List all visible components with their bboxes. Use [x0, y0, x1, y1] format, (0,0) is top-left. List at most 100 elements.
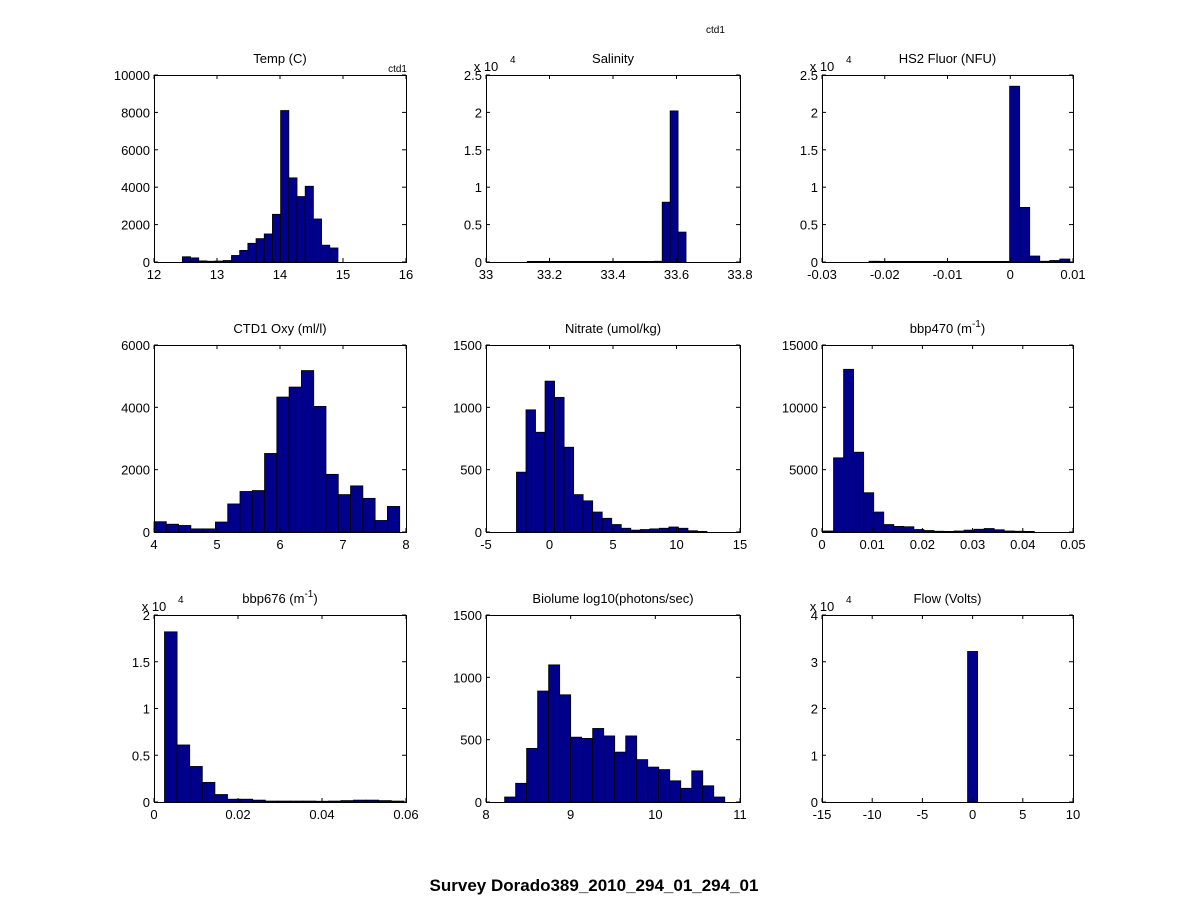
histogram-bar — [340, 800, 354, 803]
histogram-bar — [677, 231, 687, 263]
x-tick-label: 10 — [648, 807, 662, 822]
y-tick-label: 500 — [460, 733, 482, 748]
histogram-bar — [893, 525, 905, 533]
histogram-bar — [255, 238, 265, 263]
y-tick-label: 4000 — [121, 180, 150, 195]
histogram-bar — [669, 110, 679, 263]
histogram-bar — [214, 794, 228, 803]
histogram-bar — [374, 520, 388, 533]
y-tick-label: 2.5 — [800, 68, 818, 83]
y-multiplier: x 10 — [810, 599, 835, 614]
x-tick-label: 11 — [733, 807, 747, 822]
histogram-bar — [1059, 258, 1071, 263]
histogram-bar — [933, 530, 945, 533]
histogram-bar — [239, 798, 254, 803]
histogram-bar — [647, 766, 660, 803]
histogram-bar — [277, 800, 291, 803]
histogram-bar — [639, 529, 651, 533]
histogram-bar — [231, 255, 241, 263]
histogram-bar — [301, 370, 315, 533]
x-tick-label: -5 — [917, 807, 929, 822]
histogram-bar — [630, 260, 639, 263]
y-multiplier: x 10 — [810, 59, 835, 74]
histogram-bar — [190, 528, 204, 533]
y-multiplier: x 10 — [474, 59, 499, 74]
histogram-bar — [868, 260, 880, 263]
x-tick-label: 9 — [567, 807, 574, 822]
histogram-bar — [214, 260, 224, 263]
histogram-bar — [1023, 531, 1035, 533]
y-multiplier-exponent: 4 — [178, 595, 184, 606]
histogram-bar — [516, 471, 527, 533]
x-tick-label: 5 — [213, 537, 220, 552]
histogram-bar — [1049, 260, 1061, 263]
histogram-bar — [263, 233, 273, 263]
histogram-bar — [327, 800, 342, 803]
histogram-bar — [535, 431, 546, 533]
x-tick-label: 33.6 — [664, 267, 689, 282]
histogram-bar — [883, 524, 895, 533]
histogram-bar — [176, 744, 191, 803]
histogram-bar — [658, 527, 670, 533]
histogram-bar — [251, 490, 265, 533]
histogram-bar — [190, 257, 200, 263]
histogram-bar — [948, 260, 960, 263]
histogram-bar — [979, 260, 990, 263]
histogram-bar — [1003, 530, 1015, 533]
y-tick-label: 0.5 — [800, 218, 818, 233]
y-tick-label: 1.5 — [132, 655, 150, 670]
axes-frame — [822, 345, 1074, 533]
x-tick-label: 12 — [147, 267, 161, 282]
y-tick-label: 1000 — [453, 670, 482, 685]
y-tick-label: 0 — [811, 255, 818, 270]
histogram-bar — [918, 260, 930, 263]
x-tick-label: 0.04 — [1010, 537, 1035, 552]
panel-title: bbp470 (m-1) — [910, 319, 985, 336]
histogram-bar — [164, 631, 178, 803]
x-tick-label: 0.05 — [1060, 537, 1085, 552]
histogram-bar — [680, 787, 693, 803]
histogram-bar — [544, 380, 555, 533]
y-tick-label: 6000 — [121, 143, 150, 158]
histogram-bar — [566, 260, 576, 263]
histogram-bar — [592, 511, 603, 533]
histogram-bar — [153, 521, 167, 533]
histogram-bar — [1009, 85, 1021, 263]
y-tick-label: 0 — [811, 525, 818, 540]
y-tick-label: 6000 — [121, 338, 150, 353]
y-tick-label: 10000 — [782, 400, 818, 415]
histogram-bar — [515, 782, 528, 803]
x-tick-label: 0.04 — [309, 807, 334, 822]
axes-frame — [822, 615, 1074, 803]
x-tick-label: 4 — [150, 537, 157, 552]
histogram-panel: -0.03 -0.02 -0.01 0 0.01 0 0.5 1 1.5 2 2.5 HS2 Fluo… — [800, 51, 1086, 282]
x-tick-label: 7 — [339, 537, 346, 552]
y-multiplier-exponent: 4 — [846, 595, 852, 606]
histogram-bar — [943, 530, 955, 533]
histogram-bar — [853, 451, 865, 533]
histogram-bar — [198, 260, 208, 263]
y-tick-label: 0 — [143, 525, 150, 540]
histogram-bar — [302, 800, 317, 803]
histogram-bar — [888, 260, 900, 263]
x-tick-label: 10 — [1066, 807, 1080, 822]
histogram-bar — [563, 446, 575, 533]
y-tick-label: 2.5 — [464, 68, 482, 83]
histogram-bar — [272, 213, 282, 263]
y-tick-label: 0 — [143, 255, 150, 270]
histogram-bar — [222, 260, 232, 263]
x-tick-label: 0.01 — [860, 537, 885, 552]
x-tick-label: 33.2 — [537, 267, 562, 282]
axes-frame — [486, 75, 741, 263]
histogram-bar — [614, 751, 627, 803]
panel-title: Biolume log10(photons/sec) — [532, 591, 693, 606]
histogram-bar — [878, 260, 890, 263]
histogram-bar — [304, 185, 314, 263]
histogram-bar — [638, 260, 647, 263]
histogram-bar — [973, 528, 985, 533]
histogram-bar — [570, 736, 583, 803]
x-tick-label: 8 — [482, 807, 489, 822]
panel-title: Flow (Volts) — [914, 591, 982, 606]
histogram-bar — [908, 260, 920, 263]
